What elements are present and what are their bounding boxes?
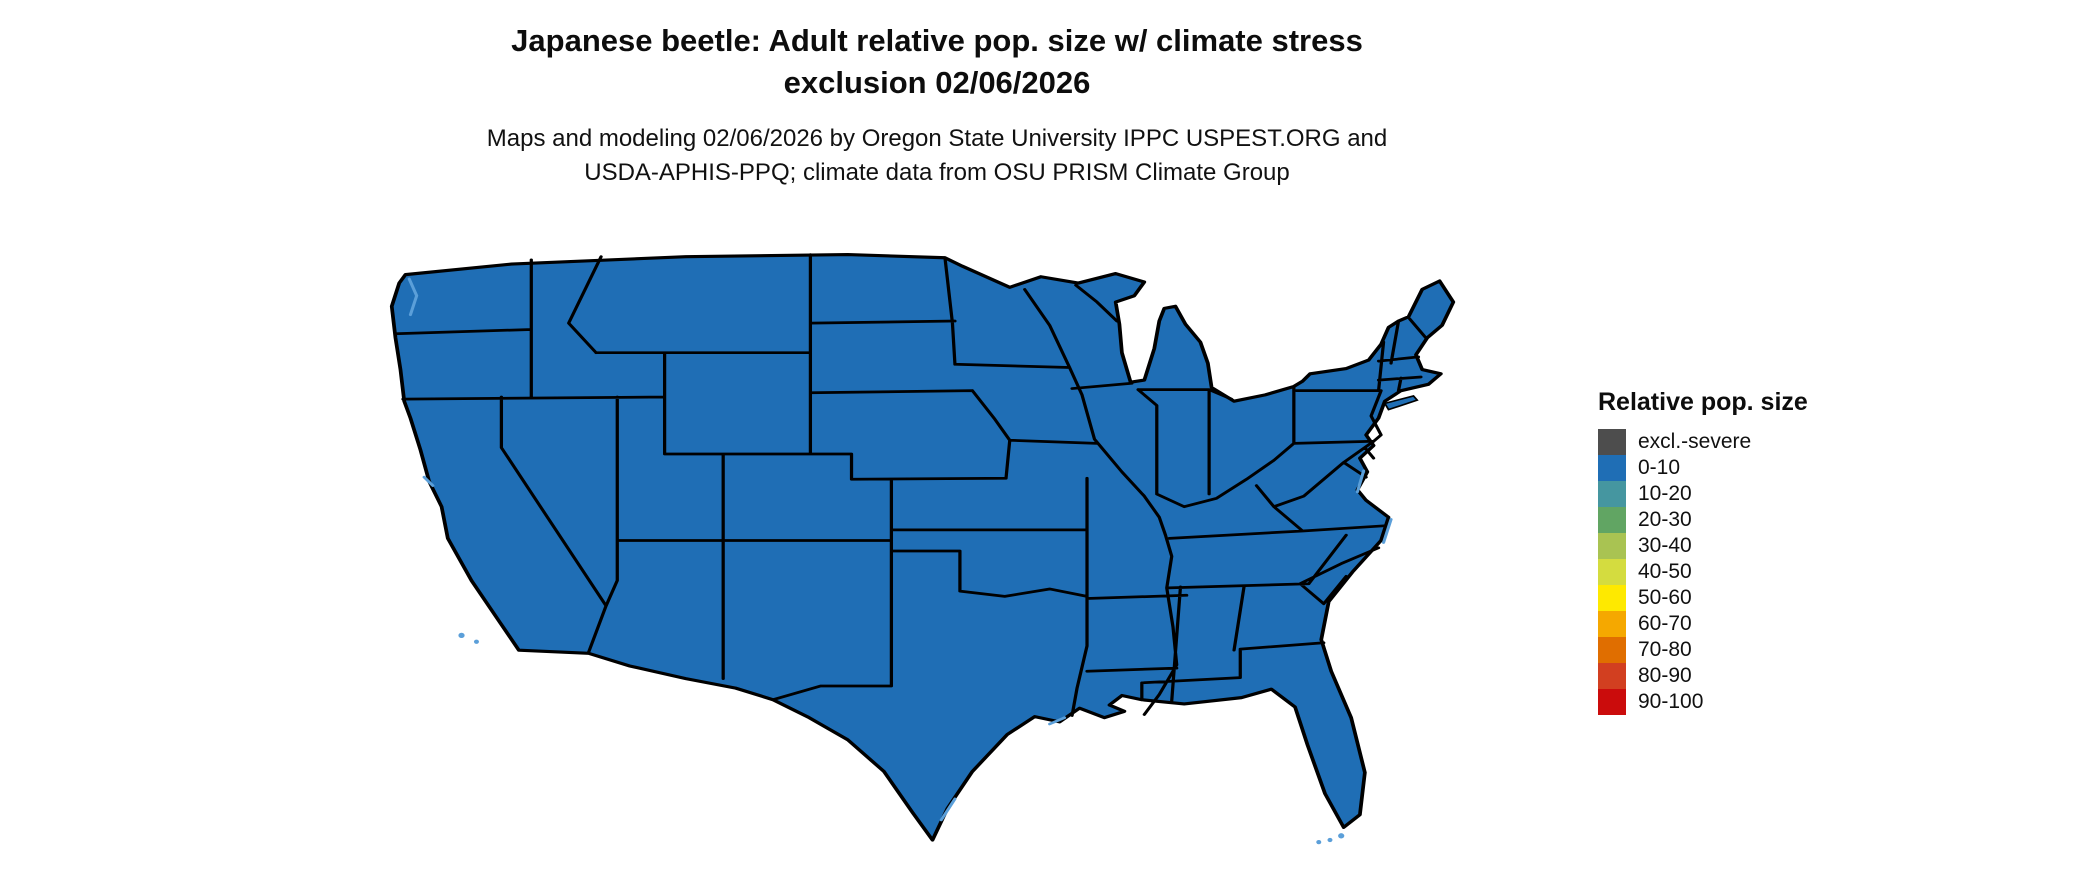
map-title-line2: exclusion 02/06/2026	[783, 65, 1091, 100]
legend-swatch	[1598, 507, 1626, 533]
legend-swatch	[1598, 689, 1626, 715]
map-subtitle: Maps and modeling 02/06/2026 by Oregon S…	[0, 122, 1874, 190]
island-dots	[458, 632, 1345, 845]
legend-swatch	[1598, 455, 1626, 481]
us-choropleth-map	[312, 224, 1558, 878]
legend-swatch	[1598, 559, 1626, 585]
legend-item: 30-40	[1598, 533, 1898, 559]
legend-item-label: 10-20	[1638, 482, 1692, 505]
legend-item-label: 70-80	[1638, 638, 1692, 661]
legend-item-label: 40-50	[1638, 560, 1692, 583]
legend-swatch	[1598, 585, 1626, 611]
legend-item-label: 0-10	[1638, 456, 1681, 479]
legend-item: 20-30	[1598, 507, 1898, 533]
legend-item: excl.-severe	[1598, 429, 1898, 455]
legend: Relative pop. size excl.-severe 0-10 10-20…	[1598, 388, 1898, 715]
legend-item: 70-80	[1598, 637, 1898, 663]
legend-item-label: 30-40	[1638, 534, 1692, 557]
legend-item: 90-100	[1598, 689, 1898, 715]
legend-item-label: 90-100	[1638, 690, 1704, 713]
legend-item: 10-20	[1598, 481, 1898, 507]
state-borders	[393, 253, 1428, 717]
legend-item-label: 20-30	[1638, 508, 1692, 531]
legend-item-label: 60-70	[1638, 612, 1692, 635]
legend-swatch	[1598, 637, 1626, 663]
legend-swatch	[1598, 533, 1626, 559]
legend-item: 40-50	[1598, 559, 1898, 585]
map-subtitle-line1: Maps and modeling 02/06/2026 by Oregon S…	[486, 125, 1388, 152]
legend-items: excl.-severe 0-10 10-20 20-30 30-40 40-50 50-6…	[1598, 429, 1898, 715]
us-map-svg	[389, 253, 1456, 845]
map-title: Japanese beetle: Adult relative pop. siz…	[0, 20, 1874, 104]
us-landmass	[389, 253, 1456, 842]
legend-item-label: excl.-severe	[1638, 430, 1752, 453]
legend-item: 50-60	[1598, 585, 1898, 611]
legend-item-label: 80-90	[1638, 664, 1692, 687]
legend-item: 80-90	[1598, 663, 1898, 689]
legend-swatch	[1598, 663, 1626, 689]
legend-swatch	[1598, 481, 1626, 507]
map-title-line1: Japanese beetle: Adult relative pop. siz…	[511, 23, 1363, 58]
coastal-water-accents	[407, 277, 1393, 822]
legend-item: 60-70	[1598, 611, 1898, 637]
legend-item-label: 50-60	[1638, 586, 1692, 609]
legend-swatch	[1598, 611, 1626, 637]
legend-item: 0-10	[1598, 455, 1898, 481]
legend-title: Relative pop. size	[1598, 388, 1808, 416]
map-subtitle-line2: USDA-APHIS-PPQ; climate data from OSU PR…	[584, 159, 1290, 186]
long-island	[1383, 395, 1419, 411]
legend-swatch	[1598, 429, 1626, 455]
